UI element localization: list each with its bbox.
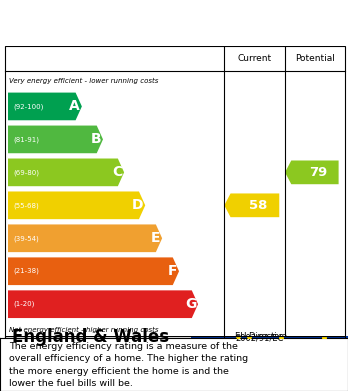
Text: EU Directive: EU Directive	[235, 332, 287, 341]
Text: E: E	[151, 231, 160, 245]
Text: F: F	[168, 264, 177, 278]
Text: Current: Current	[238, 54, 272, 63]
Text: (1-20): (1-20)	[13, 301, 34, 307]
Circle shape	[191, 337, 348, 338]
Text: 2002/91/EC: 2002/91/EC	[235, 333, 283, 342]
Text: (81-91): (81-91)	[13, 136, 39, 143]
Text: (39-54): (39-54)	[13, 235, 39, 242]
Polygon shape	[8, 93, 82, 120]
Polygon shape	[285, 160, 339, 184]
Text: The energy efficiency rating is a measure of the
overall efficiency of a home. T: The energy efficiency rating is a measur…	[9, 342, 248, 388]
Text: C: C	[112, 165, 122, 179]
Polygon shape	[8, 257, 179, 285]
Text: G: G	[185, 297, 196, 311]
Text: D: D	[132, 198, 143, 212]
Polygon shape	[8, 126, 103, 153]
Text: Not energy efficient - higher running costs: Not energy efficient - higher running co…	[9, 326, 158, 332]
Text: (69-80): (69-80)	[13, 169, 39, 176]
Text: (92-100): (92-100)	[13, 103, 44, 110]
Text: A: A	[69, 99, 80, 113]
Text: (55-68): (55-68)	[13, 202, 39, 208]
Polygon shape	[224, 194, 279, 217]
Text: England & Wales: England & Wales	[12, 328, 169, 346]
Text: Very energy efficient - lower running costs: Very energy efficient - lower running co…	[9, 77, 158, 84]
Text: Energy Efficiency Rating: Energy Efficiency Rating	[10, 16, 231, 30]
Text: B: B	[90, 133, 101, 146]
Text: 58: 58	[249, 199, 268, 212]
Text: 79: 79	[309, 166, 327, 179]
Text: (21-38): (21-38)	[13, 268, 39, 274]
Polygon shape	[8, 192, 145, 219]
Polygon shape	[8, 224, 162, 252]
Polygon shape	[8, 291, 198, 318]
Text: Potential: Potential	[295, 54, 335, 63]
Polygon shape	[8, 158, 124, 186]
